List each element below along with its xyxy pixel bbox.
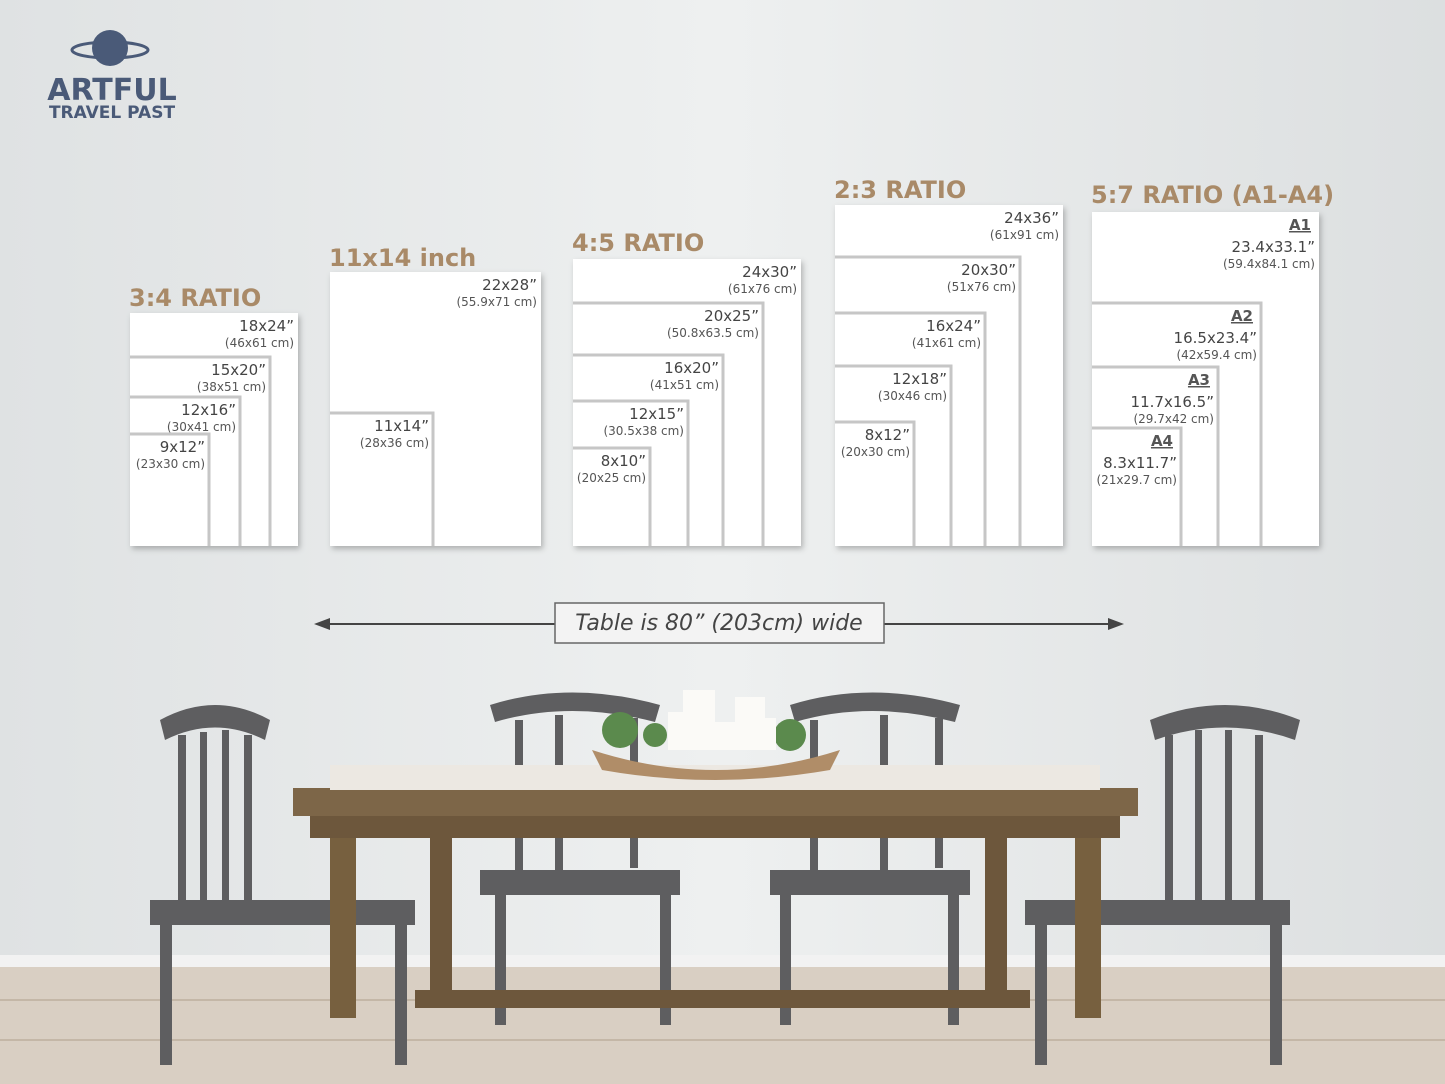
frame-outline (130, 432, 211, 546)
size-cm: (29.7x42 cm) (1133, 412, 1214, 426)
size-cm: (50.8x63.5 cm) (667, 326, 759, 340)
frame (330, 272, 541, 546)
group-title: 4:5 RATIO (572, 229, 704, 257)
size-cm: (23x30 cm) (136, 457, 205, 471)
group-title: 11x14 inch (329, 244, 476, 272)
size-cm: (41x51 cm) (650, 378, 719, 392)
size-cm: (20x25 cm) (577, 471, 646, 485)
logo-line1: ARTFUL (47, 73, 176, 108)
frame (1092, 212, 1319, 546)
frame-outline (330, 411, 435, 546)
size-cm: (28x36 cm) (360, 436, 429, 450)
size-cm: (21x29.7 cm) (1096, 473, 1177, 487)
size-cm: (59.4x84.1 cm) (1223, 257, 1315, 271)
frame (835, 205, 1063, 546)
size-cm: (30x46 cm) (878, 389, 947, 403)
size-group: 3:4 RATIO 18x24”(46x61 cm) 15x20”(38x51 cm… (129, 284, 298, 546)
size-cm: (61x91 cm) (990, 228, 1059, 242)
size-inch: 16x20” (664, 359, 719, 377)
frame-outline (573, 446, 652, 546)
frame-outline (835, 311, 987, 546)
size-inch: 16.5x23.4” (1174, 329, 1257, 347)
frame-outline (1092, 365, 1220, 546)
size-label: A4 (1151, 432, 1173, 450)
size-cm: (41x61 cm) (912, 336, 981, 350)
size-inch: 8x12” (865, 426, 910, 444)
size-cm: (38x51 cm) (197, 380, 266, 394)
size-inch: 24x36” (1004, 209, 1059, 227)
size-inch: 11.7x16.5” (1131, 393, 1214, 411)
size-cm: (51x76 cm) (947, 280, 1016, 294)
size-inch: 9x12” (160, 438, 205, 456)
frame-outline (573, 301, 765, 546)
size-cm: (55.9x71 cm) (456, 295, 537, 309)
size-inch: 11x14” (374, 417, 429, 435)
size-inch: 15x20” (211, 361, 266, 379)
size-inch: 8.3x11.7” (1103, 454, 1177, 472)
size-inch: 18x24” (239, 317, 294, 335)
size-inch: 8x10” (601, 452, 646, 470)
frame-outline (1092, 301, 1263, 546)
logo: ARTFUL TRAVEL PAST (47, 30, 177, 123)
frame-outline (1092, 426, 1183, 546)
frame-outline (130, 355, 272, 546)
size-cm: (30x41 cm) (167, 420, 236, 434)
frame-outline (573, 399, 690, 546)
size-group: 4:5 RATIO 24x30”(61x76 cm) 20x25”(50.8x63.… (572, 229, 801, 546)
size-inch: 16x24” (926, 317, 981, 335)
baseboard (0, 955, 1445, 967)
size-inch: 23.4x33.1” (1232, 238, 1315, 256)
group-title: 3:4 RATIO (129, 284, 261, 312)
frame-outline (130, 395, 242, 546)
size-label: A3 (1188, 371, 1210, 389)
size-inch: 24x30” (742, 263, 797, 281)
size-cm: (61x76 cm) (728, 282, 797, 296)
size-cm: (20x30 cm) (841, 445, 910, 459)
width-indicator: Table is 80” (203cm) wide (314, 602, 1124, 644)
frame-outline (835, 420, 916, 546)
size-inch: 20x30” (961, 261, 1016, 279)
group-title: 5:7 RATIO (A1-A4) (1091, 181, 1334, 209)
floor (0, 967, 1445, 1084)
frame-outline (835, 364, 953, 546)
furniture (150, 690, 1300, 1065)
size-inch: 12x18” (892, 370, 947, 388)
size-inch: 22x28” (482, 276, 537, 294)
group-title: 2:3 RATIO (834, 176, 966, 204)
size-cm: (46x61 cm) (225, 336, 294, 350)
size-inch: 12x15” (629, 405, 684, 423)
size-cm: (42x59.4 cm) (1176, 348, 1257, 362)
size-label: A1 (1289, 216, 1311, 234)
frame-outline (573, 353, 725, 546)
size-inch: 12x16” (181, 401, 236, 419)
size-inch: 20x25” (704, 307, 759, 325)
size-group: 11x14 inch 22x28”(55.9x71 cm) 11x14”(28x36… (329, 244, 541, 546)
frame-outline (835, 255, 1022, 546)
size-cm: (30.5x38 cm) (603, 424, 684, 438)
caption: Table is 80” (203cm) wide (575, 611, 862, 636)
size-group: 2:3 RATIO 24x36”(61x91 cm) 20x30”(51x76 cm… (834, 176, 1063, 546)
size-group: 5:7 RATIO (A1-A4) A1 23.4x33.1”(59.4x84.1 … (1091, 181, 1334, 546)
logo-line2: TRAVEL PAST (49, 103, 176, 123)
size-label: A2 (1231, 307, 1253, 325)
